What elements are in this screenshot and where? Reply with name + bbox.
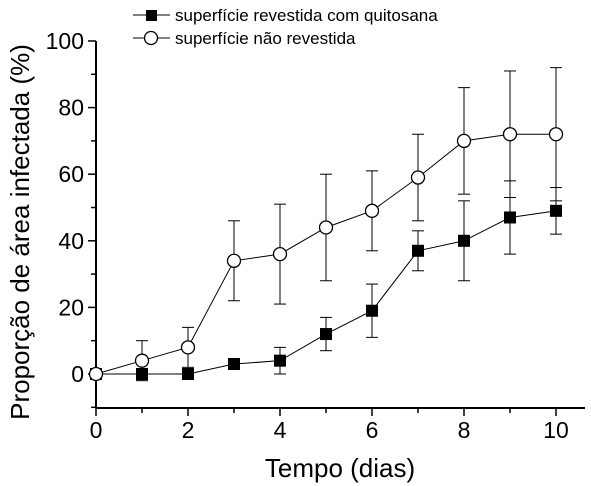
y-tick-label: 40 (58, 228, 84, 254)
x-axis-title: Tempo (dias) (265, 453, 415, 483)
y-tick-label: 20 (58, 294, 84, 320)
y-tick-label: 80 (58, 95, 84, 121)
data-point-series-1 (320, 328, 332, 341)
series-markers (88, 127, 564, 382)
data-point-series-2 (88, 366, 104, 382)
y-axis-title: Proporção de área infectada (%) (5, 44, 35, 420)
data-point-series-1 (136, 368, 148, 380)
data-point-series-2 (318, 220, 334, 235)
y-tick-label: 100 (46, 28, 84, 54)
data-point-series-1 (550, 204, 562, 217)
x-tick-label: 8 (458, 417, 471, 443)
x-tick-label: 2 (182, 417, 195, 443)
data-point-series-2 (456, 133, 472, 149)
x-tick-label: 6 (366, 417, 379, 443)
data-point-series-1 (412, 244, 424, 257)
error-bars (136, 67, 562, 382)
data-point-series-2 (502, 127, 518, 142)
data-point-series-2 (548, 127, 564, 142)
legend-marker-series-2 (143, 30, 159, 46)
x-tick-label: 10 (543, 417, 569, 443)
legend-label-series-2: superfície não revestida (175, 29, 356, 48)
data-point-series-2 (134, 353, 150, 368)
data-point-series-2 (226, 253, 242, 268)
data-point-series-1 (504, 211, 516, 224)
data-point-series-2 (180, 340, 196, 355)
data-point-series-1 (458, 234, 470, 247)
legend-marker-series-1 (146, 10, 157, 21)
x-tick-label: 4 (274, 417, 287, 443)
data-point-series-1 (182, 368, 194, 380)
data-point-series-1 (228, 358, 240, 371)
data-point-series-1 (366, 304, 378, 317)
data-point-series-2 (410, 170, 426, 185)
y-tick-label: 60 (58, 161, 84, 187)
data-point-series-2 (364, 203, 380, 218)
data-point-series-2 (272, 246, 288, 262)
x-tick-label: 0 (90, 417, 103, 443)
y-tick-label: 0 (71, 361, 84, 387)
data-point-series-1 (274, 354, 286, 367)
legend-label-series-1: superfície revestida com quitosana (175, 6, 438, 25)
legend: superfície revestida com quitosana super… (133, 6, 438, 48)
